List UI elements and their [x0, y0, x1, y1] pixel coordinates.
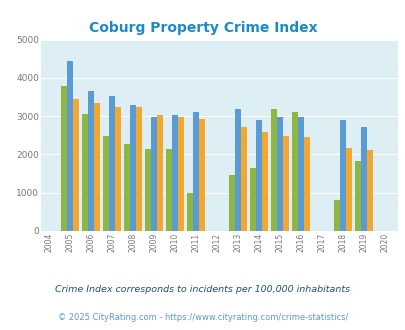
Bar: [198, 119, 205, 231]
Bar: [178, 116, 183, 231]
Bar: [282, 136, 288, 231]
Bar: [292, 112, 298, 231]
Bar: [157, 115, 162, 231]
Text: Coburg Property Crime Index: Coburg Property Crime Index: [88, 21, 317, 35]
Bar: [366, 150, 372, 231]
Bar: [360, 127, 366, 231]
Text: © 2025 CityRating.com - https://www.cityrating.com/crime-statistics/: © 2025 CityRating.com - https://www.city…: [58, 313, 347, 322]
Bar: [298, 116, 303, 231]
Bar: [103, 136, 109, 231]
Bar: [67, 61, 73, 231]
Text: Crime Index corresponds to incidents per 100,000 inhabitants: Crime Index corresponds to incidents per…: [55, 285, 350, 294]
Bar: [130, 105, 136, 231]
Bar: [88, 90, 94, 231]
Bar: [82, 114, 88, 231]
Bar: [229, 175, 234, 231]
Bar: [115, 107, 121, 231]
Bar: [303, 137, 309, 231]
Bar: [124, 144, 130, 231]
Bar: [193, 112, 198, 231]
Bar: [334, 200, 339, 231]
Bar: [262, 132, 267, 231]
Bar: [250, 168, 256, 231]
Bar: [354, 161, 360, 231]
Bar: [94, 103, 100, 231]
Bar: [241, 127, 246, 231]
Bar: [339, 119, 345, 231]
Bar: [256, 120, 262, 231]
Bar: [234, 109, 241, 231]
Bar: [345, 148, 351, 231]
Bar: [109, 96, 115, 231]
Bar: [61, 86, 67, 231]
Bar: [151, 117, 157, 231]
Bar: [73, 99, 79, 231]
Bar: [166, 149, 172, 231]
Bar: [277, 117, 282, 231]
Bar: [187, 193, 193, 231]
Bar: [145, 149, 151, 231]
Bar: [271, 109, 277, 231]
Bar: [172, 115, 178, 231]
Bar: [136, 107, 142, 231]
